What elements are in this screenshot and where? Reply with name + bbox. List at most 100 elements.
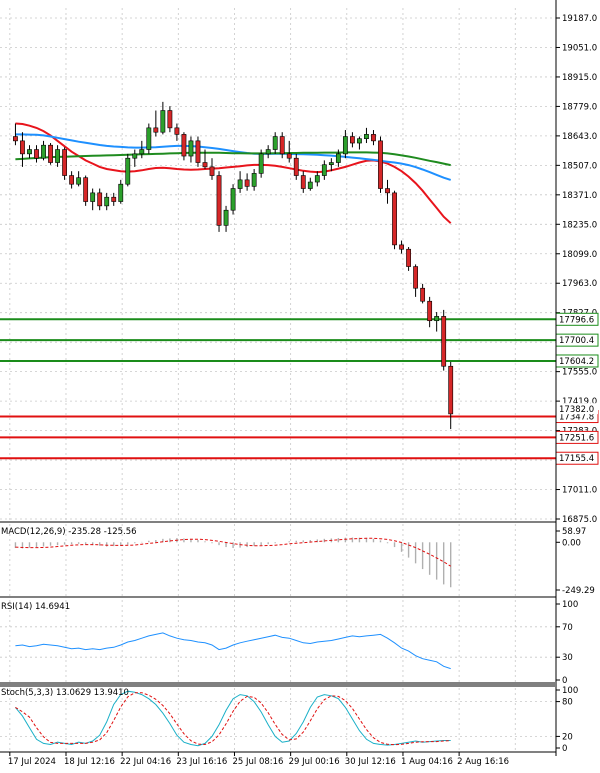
candle (230, 184, 236, 215)
candle-body (258, 153, 264, 174)
candle-body (406, 248, 411, 267)
candle (62, 147, 67, 180)
rsi-y-tick-label: 100 (562, 600, 578, 610)
grid (0, 8, 556, 752)
x-tick-label: 2 Aug 16:16 (457, 757, 509, 767)
level-label-text: 17155.4 (559, 454, 594, 464)
candle (265, 145, 271, 159)
candle-body (160, 110, 166, 133)
candle (146, 123, 152, 154)
candle (441, 309, 447, 371)
candle-body (251, 173, 257, 187)
candle-body (174, 127, 180, 135)
candle (335, 149, 341, 167)
level-label: 17700.4 (555, 333, 599, 347)
candle-body (265, 149, 271, 155)
level-label-text: 17251.6 (559, 433, 594, 443)
candle (34, 145, 39, 163)
price-y-tick-label: 19051.0 (562, 43, 597, 53)
price-y-tick-label: 18643.0 (562, 132, 597, 142)
candle (202, 149, 208, 170)
candle-body (27, 149, 32, 155)
price-y-tick-label: 18915.0 (562, 73, 597, 83)
macd-panel: MACD(12,26,9) -235.28 -125.56 (1, 527, 452, 588)
candle-body (188, 140, 194, 157)
candle (420, 283, 426, 304)
candle (55, 145, 60, 167)
candle (399, 240, 404, 254)
candle-body (20, 140, 25, 155)
candle-body (223, 209, 229, 226)
candle-body (448, 365, 454, 415)
candle-body (427, 300, 433, 322)
candle (41, 140, 46, 161)
x-tick-label: 23 Jul 16:16 (176, 757, 227, 767)
candle (342, 130, 348, 159)
candle (258, 149, 264, 178)
price-y-tick-label: 17419.0 (562, 397, 597, 407)
rsi-y-tick-label: 70 (562, 623, 573, 633)
candle-body (392, 192, 397, 246)
candle-body (13, 136, 18, 142)
stoch-y-tick-label: 100 (562, 686, 578, 696)
candle (293, 153, 299, 180)
candle (27, 145, 32, 159)
candle (209, 158, 215, 180)
candle-body (111, 196, 117, 202)
candle-body (34, 149, 39, 159)
candle-body (230, 188, 236, 211)
candle-body (420, 287, 426, 302)
price-y-tick-label: 18779.0 (562, 102, 597, 112)
candle-body (48, 144, 53, 163)
candle-body (97, 192, 103, 207)
candle-body (413, 266, 419, 289)
candle (328, 158, 334, 172)
candle (314, 171, 320, 187)
stoch-y-tick-label: 80 (562, 698, 573, 708)
macd-y-tick-label: 58.97 (562, 527, 586, 537)
candle (188, 136, 194, 163)
candle-body (216, 175, 222, 226)
candle (413, 264, 419, 297)
candle (272, 132, 278, 154)
stoch-title: Stoch(5,3,3) 13.0629 13.9410 (1, 688, 129, 698)
candle (371, 130, 376, 146)
candle (90, 188, 96, 211)
level-label-text: 17796.6 (559, 315, 594, 325)
candle-body (153, 127, 159, 133)
candle-body (244, 179, 250, 187)
rsi-panel: RSI(14) 14.6941 (1, 602, 451, 670)
candle (357, 136, 362, 150)
candle (385, 179, 390, 204)
level-label: 17155.4 (555, 451, 599, 465)
candle-body (41, 144, 46, 159)
candle-body (441, 316, 447, 367)
candle (48, 143, 53, 165)
price-y-tick-label: 19187.0 (562, 14, 597, 24)
candle-body (328, 162, 334, 166)
stoch-signal-line (15, 692, 451, 746)
candle-body (55, 149, 60, 163)
current-price-label: 17382.0 (556, 403, 598, 415)
candle-body (104, 196, 110, 207)
price-y-tick-label: 18235.0 (562, 220, 597, 230)
candle-body (132, 153, 138, 159)
candle-body (357, 138, 362, 144)
price-panel (0, 101, 556, 460)
macd-signal-line (15, 537, 451, 567)
macd-y-tick-label: 0.00 (562, 538, 581, 548)
candle (300, 171, 306, 193)
panel-separator (0, 682, 556, 687)
candle (244, 173, 250, 191)
candle-body (209, 166, 215, 176)
current-price-box (556, 403, 598, 415)
macd-y-tick-label: -249.29 (562, 586, 595, 596)
x-tick-label: 25 Jul 08:16 (232, 757, 283, 767)
candle (181, 132, 187, 161)
price-y-tick-label: 18099.0 (562, 250, 597, 260)
candle (160, 101, 166, 135)
level-label: 17604.2 (555, 354, 599, 368)
